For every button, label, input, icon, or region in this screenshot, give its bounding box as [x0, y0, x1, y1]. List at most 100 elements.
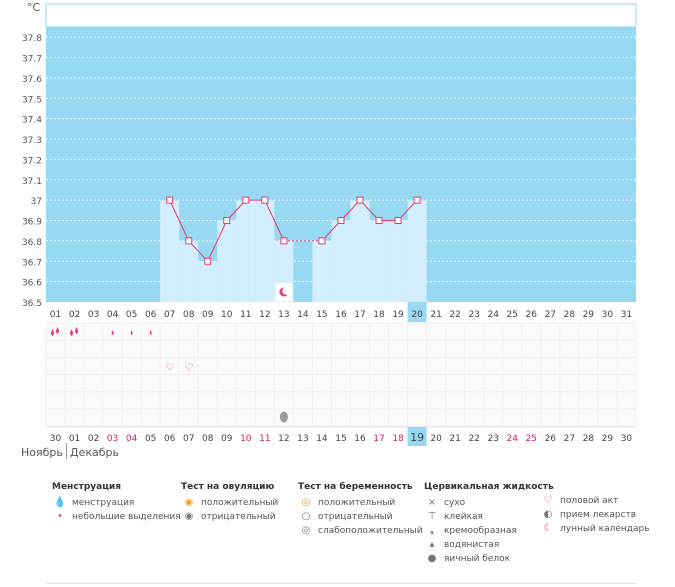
blood-drop-large-icon [75, 327, 79, 334]
temperature-bar [198, 261, 218, 302]
heart-icon: ♡ [543, 495, 553, 506]
legend-ovulation: Тест на овуляцию ◉ положительный ◉ отрицат… [181, 482, 278, 524]
calendar-day-label: 04 [126, 434, 138, 444]
egg-white-icon [279, 411, 288, 423]
temperature-point [166, 196, 174, 204]
cycle-day-label: 18 [373, 310, 385, 320]
dry-icon: × [427, 497, 437, 508]
calendar-day-label: 14 [316, 434, 328, 444]
calendar-day-label: 15 [335, 434, 346, 444]
ovulation-positive-icon: ◉ [184, 497, 194, 508]
legend-item: ▴ водянистая [424, 538, 554, 552]
temperature-bars [160, 200, 427, 302]
egg-white-icon: ● [427, 553, 437, 564]
calendar-day-label: 24 [507, 434, 519, 444]
temperature-bar [350, 200, 370, 302]
calendar-day-label: 30 [50, 434, 62, 444]
calendar-day-label: 01 [69, 434, 80, 444]
y-unit-label: °C [27, 1, 41, 14]
calendar-day-label: 10 [240, 434, 252, 444]
calendar-day-label: 29 [602, 434, 614, 444]
cycle-day-label: 02 [69, 310, 80, 320]
legend-cervical: Цервикальная жидкость × сухо ⊤ клейкая ❟ кр… [424, 482, 554, 566]
cycle-day-label: 16 [335, 310, 347, 320]
temperature-point [337, 217, 345, 225]
temperature-bar [160, 200, 180, 302]
y-tick-label: 37.5 [22, 95, 42, 105]
moon-icon-cutout [282, 287, 290, 295]
y-tick-label: 36.8 [22, 238, 42, 248]
temperature-bar [217, 220, 237, 302]
legend-item: • небольшие выделения [52, 510, 181, 524]
cycle-day-label: 14 [297, 310, 309, 320]
y-tick-label: 37.3 [22, 136, 42, 146]
legend-item: ◐ прием лекарств [540, 508, 650, 522]
pregnancy-negative-icon: ○ [301, 511, 311, 522]
legend-cervical-title: Цервикальная жидкость [424, 482, 554, 492]
cycle-day-label: 25 [507, 310, 518, 320]
calendar-day-label: 03 [107, 434, 118, 444]
heart-icon: ♡ [165, 363, 174, 374]
legend-item: ◉ положительный [181, 496, 279, 510]
temperature-point [318, 237, 326, 245]
temperature-point [185, 237, 193, 245]
y-tick-label: 36.9 [22, 218, 42, 228]
calendar-day-label: 12 [278, 434, 289, 444]
pregnancy-weak-icon: ◎ [301, 525, 311, 536]
cycle-day-label: 06 [145, 310, 157, 320]
blood-drop-large-icon [56, 327, 60, 334]
plot-top-strip [45, 3, 637, 28]
temperature-bar [331, 220, 351, 302]
cycle-day-label: 21 [430, 310, 441, 320]
calendar-day-label: 05 [145, 434, 156, 444]
cycle-day-label: 29 [583, 310, 595, 320]
temperature-point [204, 257, 212, 265]
temperature-bar [236, 200, 256, 302]
moon-icon: ☾ [543, 523, 553, 534]
temperature-point [356, 196, 364, 204]
blood-drop-large-icon [70, 329, 74, 336]
ovulation-negative-icon: ◉ [184, 511, 194, 522]
calendar-day-label: 07 [183, 434, 194, 444]
bottom-rule [46, 583, 637, 584]
cycle-day-label: 13 [278, 310, 289, 320]
calendar-day-label: 17 [373, 434, 384, 444]
calendar-day-row: 30 01 02 03 04 05 06 07 08 09 10 11 12 13 14 15 16 17 18 19… [46, 426, 636, 446]
temperature-bar [312, 240, 332, 302]
cycle-day-label: 03 [88, 310, 99, 320]
temperature-bar [407, 200, 427, 302]
calendar-day-label: 26 [545, 434, 557, 444]
temperature-point [413, 196, 421, 204]
temperature-segment [264, 199, 285, 242]
legend-item: ⊤ клейкая [424, 510, 554, 524]
month-current-label: Декабрь [70, 446, 119, 459]
legend-item: ♡ половой акт [540, 494, 650, 508]
cycle-day-label: 15 [316, 310, 327, 320]
pregnancy-positive-icon: ◎ [301, 497, 311, 508]
cycle-day-label: 07 [164, 310, 175, 320]
cycle-day-label: 05 [126, 310, 137, 320]
calendar-day-label: 20 [430, 434, 442, 444]
calendar-day-label: 02 [88, 434, 99, 444]
month-separator [66, 443, 67, 459]
temperature-bar [369, 220, 389, 302]
temperature-point [223, 217, 231, 225]
creamy-icon: ❟ [430, 525, 434, 536]
cycle-day-label: 17 [354, 310, 365, 320]
calendar-day-label: 30 [621, 434, 633, 444]
temperature-point [261, 196, 269, 204]
y-tick-label: 37.7 [22, 55, 42, 65]
legend-item: ◉ отрицательный [181, 510, 278, 524]
y-tick-label: 36.6 [22, 279, 42, 289]
watery-icon: ▴ [429, 539, 435, 550]
calendar-day-label: 11 [259, 434, 270, 444]
legend-item: ● яичный белок [424, 552, 554, 566]
calendar-day-label: 08 [202, 434, 214, 444]
cycle-day-label: 11 [240, 310, 251, 320]
cycle-day-label: 23 [468, 310, 479, 320]
calendar-day-label: 25 [526, 434, 537, 444]
cycle-day-highlight [407, 302, 427, 322]
legend-pregnancy: Тест на беременность ◎ положительный ○ отр… [298, 482, 423, 538]
temperature-line [166, 196, 421, 265]
cycle-day-label: 04 [107, 310, 119, 320]
